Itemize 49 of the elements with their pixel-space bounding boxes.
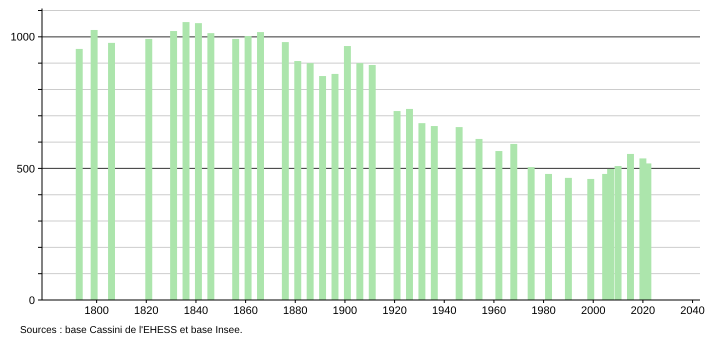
bar [564, 178, 572, 300]
source-note: Sources : base Cassini de l'EHESS et base Insee. [20, 325, 243, 336]
x-tick-label: 1940 [432, 305, 456, 317]
bar [294, 61, 302, 300]
bar [306, 63, 314, 300]
bar [182, 22, 190, 300]
bar [319, 76, 326, 300]
x-tick-label: 1860 [233, 305, 258, 317]
bar [90, 30, 98, 300]
bar [344, 46, 351, 300]
x-tick-label: 2020 [630, 305, 656, 317]
bar [587, 178, 594, 300]
bar [207, 33, 214, 300]
bar [545, 174, 552, 300]
x-tick-label: 2000 [580, 305, 606, 317]
bar [76, 48, 83, 300]
x-tick-label: 1920 [382, 305, 407, 317]
x-tick-label: 1820 [134, 305, 159, 317]
x-tick-label: 1960 [482, 305, 506, 317]
x-tick-label: 1880 [283, 305, 308, 317]
bar [332, 74, 338, 300]
bar [108, 42, 115, 300]
bar [232, 38, 240, 300]
bar [495, 151, 502, 300]
bar [282, 42, 289, 300]
bar [406, 108, 413, 300]
bar [394, 111, 401, 300]
bar [145, 38, 152, 300]
x-tick-label: 1900 [332, 305, 358, 317]
y-tick-label: 1000 [10, 32, 35, 44]
bar [244, 36, 252, 300]
y-tick-label: 500 [16, 163, 35, 176]
x-tick-label: 1840 [184, 305, 208, 317]
bar [418, 123, 426, 300]
bar [194, 23, 202, 300]
y-tick-label: 0 [28, 294, 35, 307]
bar [368, 64, 376, 300]
bar [627, 154, 634, 300]
bar [510, 144, 518, 300]
x-tick-label: 1980 [531, 305, 556, 317]
bar [356, 63, 364, 300]
bar [257, 32, 264, 300]
x-tick-label: 1800 [84, 305, 109, 317]
bar [528, 167, 535, 300]
x-tick-label: 2040 [680, 305, 705, 317]
bar [430, 126, 438, 300]
bar [170, 31, 178, 300]
bar [476, 138, 482, 300]
bar [456, 127, 463, 300]
